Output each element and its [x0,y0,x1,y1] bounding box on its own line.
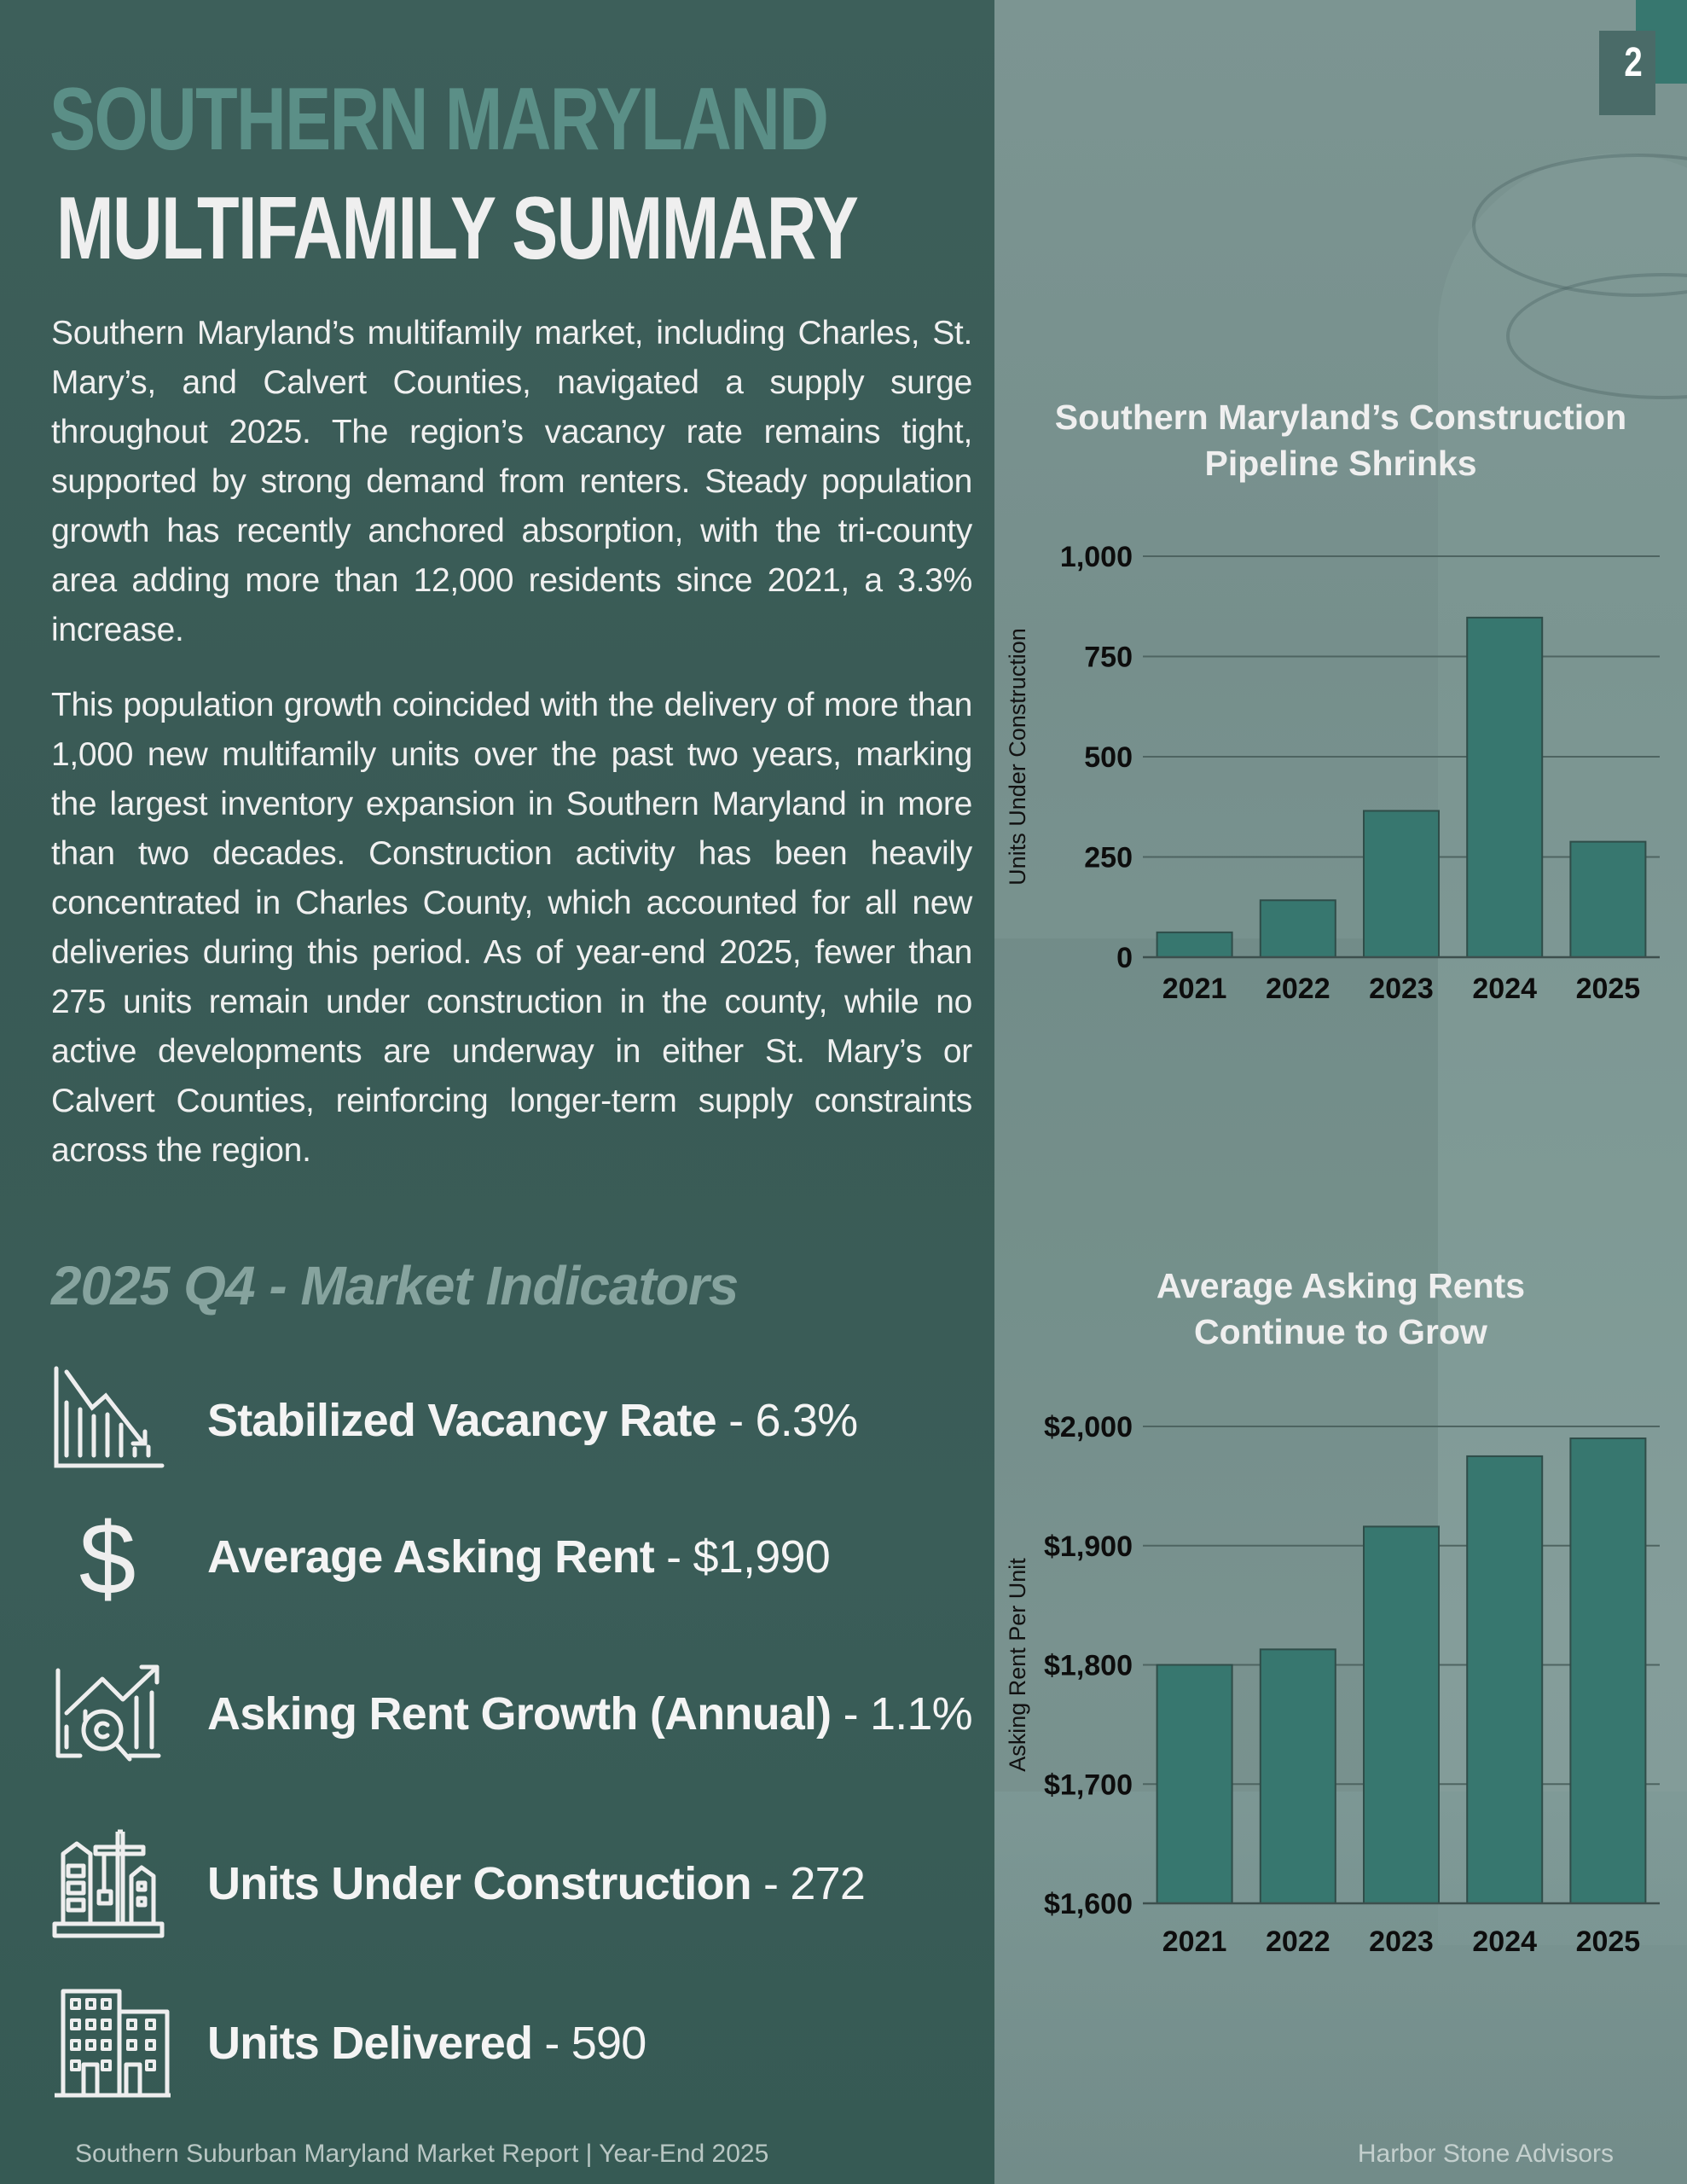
page-badge [1599,31,1655,115]
footer-brand: Harbor Stone Advisors [1357,2140,1614,2168]
indicator-text: Units Delivered - 590 [207,2017,646,2070]
indicator-value: - 590 [532,2018,646,2069]
x-tick-label: 2022 [1266,973,1330,1005]
indicator-units-delivered: Units Delivered - 590 [51,1988,989,2099]
page-title: MULTIFAMILY SUMMARY [56,179,859,278]
bar-2024 [1466,1455,1544,1904]
y-tick-label: $1,600 [1044,1888,1133,1920]
bar-2022 [1259,899,1336,959]
indicators-heading: 2025 Q4 - Market Indicators [51,1255,739,1316]
indicator-label: Units Under Construction [207,1858,752,1909]
x-tick-label: 2023 [1369,1926,1434,1958]
indicator-value: - 1.1% [831,1688,973,1740]
indicator-label: Stabilized Vacancy Rate [207,1395,717,1446]
x-tick-label: 2023 [1369,973,1434,1005]
y-tick-label: $2,000 [1044,1411,1133,1443]
supply-paragraph: This population growth coincided with th… [51,687,972,1169]
bar-2021 [1156,1664,1233,1904]
indicator-value: - 6.3% [716,1395,858,1446]
chart-title-line: Average Asking Rents [1156,1266,1526,1305]
svg-text:$: $ [79,1502,136,1612]
y-axis-label: Asking Rent Per Unit [1005,1558,1030,1772]
growth-chart-magnifier-icon [51,1658,171,1769]
bar-2024 [1466,616,1544,958]
indicator-value: - $1,990 [653,1531,831,1583]
y-axis-label: Units Under Construction [1005,628,1030,886]
indicator-text: Stabilized Vacancy Rate - 6.3% [207,1394,858,1447]
y-tick-label: $1,700 [1044,1769,1133,1801]
right-photo-panel [994,0,1687,2184]
y-tick-label: 0 [1116,942,1133,974]
x-tick-label: 2021 [1162,1926,1227,1958]
bar-2022 [1259,1648,1336,1905]
construction-chart-title: Southern Maryland’s Construction Pipelin… [994,394,1687,486]
intro-paragraph: Southern Maryland’s multifamily market, … [51,315,972,648]
y-tick-label: 750 [1084,642,1133,674]
page-title-region: SOUTHERN MARYLAND [49,70,829,169]
indicator-rent-growth: Asking Rent Growth (Annual) - 1.1% [51,1658,989,1769]
indicator-under-construction: Units Under Construction - 272 [51,1828,989,1939]
x-tick-label: 2024 [1472,1926,1537,1958]
construction-chart-svg: 0 250 500 750 1,000 Units Under Construction 2… [1005,541,1660,1005]
left-panel [0,0,994,2184]
x-tick-label: 2025 [1576,973,1641,1005]
y-tick-label: 250 [1084,842,1133,874]
y-tick-label: 1,000 [1060,541,1133,573]
y-tick-label: 500 [1084,741,1133,774]
declining-bar-chart-icon [51,1365,171,1476]
y-tick-label: $1,900 [1044,1531,1133,1563]
chart-title-line: Pipeline Shrinks [1204,444,1477,483]
bar-2025 [1569,840,1647,959]
indicator-label: Units Delivered [207,2018,533,2069]
indicator-text: Average Asking Rent - $1,990 [207,1531,831,1583]
indicator-text: Units Under Construction - 272 [207,1857,866,1910]
x-tick-label: 2024 [1472,973,1537,1005]
bar-2025 [1569,1437,1647,1904]
apartment-buildings-icon [51,1988,171,2099]
indicator-text: Asking Rent Growth (Annual) - 1.1% [207,1687,973,1740]
chart-title-line: Southern Maryland’s Construction [1054,398,1627,437]
x-tick-label: 2021 [1162,973,1227,1005]
x-tick-label: 2022 [1266,1926,1330,1958]
page-number: 2 [1624,40,1643,85]
y-tick-label: $1,800 [1044,1650,1133,1682]
indicator-asking-rent: $ Average Asking Rent - $1,990 [51,1502,989,1616]
rent-chart-title: Average Asking Rents Continue to Grow [994,1263,1687,1355]
indicator-label: Average Asking Rent [207,1531,655,1583]
rent-chart-svg: $1,600 $1,700 $1,800 $1,900 $2,000 Asking Ren… [1005,1411,1660,1958]
construction-crane-buildings-icon [51,1828,171,1939]
indicator-label: Asking Rent Growth (Annual) [207,1688,832,1740]
indicator-vacancy: Stabilized Vacancy Rate - 6.3% [51,1365,989,1476]
dollar-sign-icon: $ [51,1502,171,1616]
x-tick-label: 2025 [1576,1926,1641,1958]
chart-title-line: Continue to Grow [1194,1312,1487,1351]
bar-2023 [1363,810,1440,959]
footer-report-title: Southern Suburban Maryland Market Report… [75,2140,769,2168]
bar-2021 [1156,931,1233,958]
bar-2023 [1363,1525,1440,1904]
indicator-value: - 272 [751,1858,866,1909]
